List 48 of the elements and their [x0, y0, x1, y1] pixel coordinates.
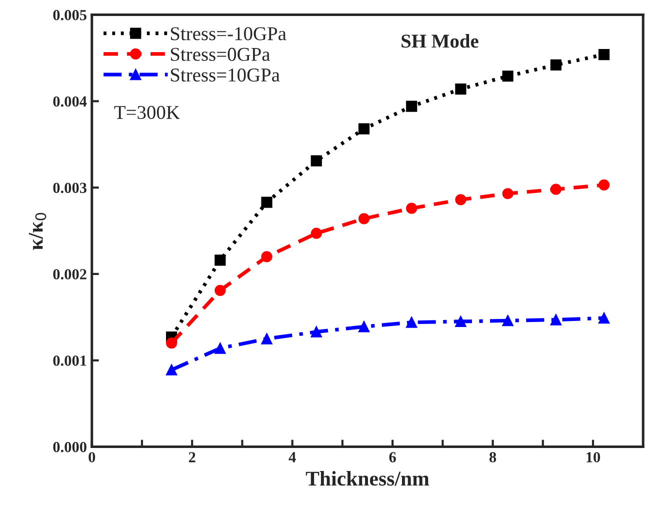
point [502, 70, 514, 82]
point [502, 315, 514, 326]
point [550, 184, 562, 195]
point [455, 316, 466, 328]
point [214, 254, 226, 266]
point [598, 48, 610, 60]
point [310, 326, 322, 338]
x-tick-label: 4 [288, 452, 296, 462]
point [358, 213, 370, 224]
y-tick-label: 0.003 [53, 182, 86, 194]
point [261, 333, 272, 344]
point [166, 364, 178, 376]
y-tick-label: 0.004 [53, 96, 87, 107]
x-tick-label: 2 [188, 452, 196, 462]
point [310, 228, 322, 239]
point [214, 284, 226, 296]
x-tick-label: 6 [389, 452, 396, 462]
point [406, 100, 418, 112]
y-axis-title: κ/κ$_{0}$ [28, 212, 46, 250]
point [261, 251, 272, 262]
x-axis-title: Thickness/nm [306, 471, 430, 486]
point [598, 312, 610, 324]
point [406, 202, 418, 214]
point [406, 316, 418, 328]
legend-label: Stress=0GPa [170, 48, 270, 61]
annotation: SH Mode [402, 34, 478, 48]
annotation: T=300K [114, 106, 180, 120]
y-tick-label: 0.001 [53, 356, 86, 366]
x-tick-label: 8 [489, 452, 496, 462]
point [455, 84, 466, 95]
x-tick-label: 10 [586, 452, 600, 462]
point [310, 155, 322, 166]
point [550, 314, 562, 326]
point [358, 123, 370, 134]
point [502, 188, 514, 200]
y-tick-label: 0.005 [53, 10, 86, 20]
y-tick-label: 0.000 [53, 442, 86, 452]
point [598, 179, 610, 191]
x-tick-label: 0 [88, 452, 96, 462]
point [261, 196, 272, 208]
point [550, 59, 562, 70]
point [455, 194, 466, 206]
legend-label: Stress=10GPa [170, 68, 280, 82]
legend-label: Stress=-10GPa [170, 27, 286, 40]
y-tick-label: 0.002 [53, 269, 86, 280]
point [166, 338, 178, 349]
point [214, 342, 226, 354]
point [358, 321, 370, 332]
